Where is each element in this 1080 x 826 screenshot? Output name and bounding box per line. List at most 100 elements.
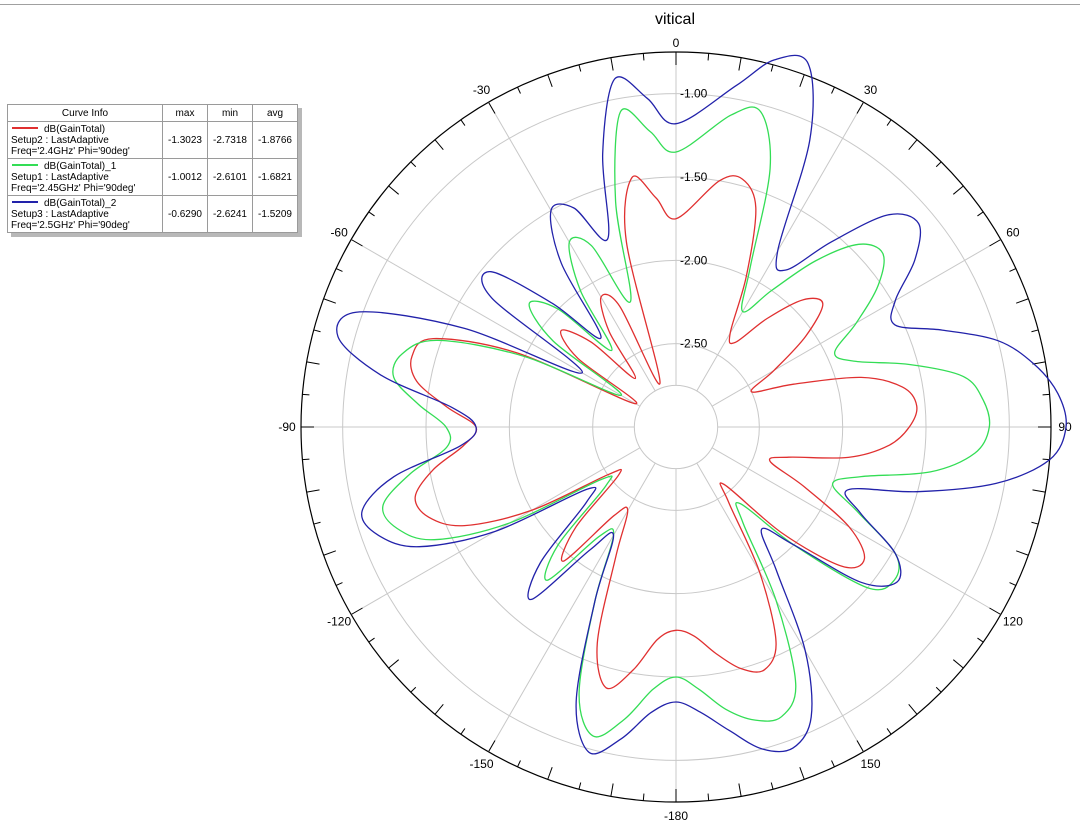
- angle-tick-mark: [770, 782, 774, 790]
- angle-tick-mark: [738, 783, 742, 797]
- angle-tick-mark: [642, 793, 645, 801]
- angle-tick-mark: [856, 740, 864, 753]
- radial-tick-labels: -1.00 -1.50 -2.00 -2.50: [680, 87, 708, 351]
- angle-tick-mark: [610, 783, 614, 797]
- angle-tick-mark: [350, 239, 363, 247]
- legend-header-row: Curve Info max min avg: [7, 104, 298, 122]
- top-border: [0, 4, 1080, 5]
- grid-spoke: [350, 239, 641, 407]
- legend-curve-info: dB(GainTotal) Setup2 : LastAdaptive Freq…: [7, 121, 163, 159]
- angle-tick-mark: [434, 703, 444, 715]
- angle-tick-mark: [335, 268, 343, 272]
- angle-tick-mark: [306, 361, 320, 365]
- angle-tick-mark: [770, 64, 774, 72]
- angle-tick-mark: [952, 185, 964, 195]
- curve-info-legend[interactable]: Curve Info max min avg dB(GainTotal) Set…: [7, 104, 298, 233]
- angle-tick-mark: [1015, 550, 1029, 556]
- legend-series-setup: Setup1 : LastAdaptive: [11, 172, 109, 183]
- radial-tick-label: -1.00: [680, 87, 708, 101]
- angle-tick-label: 90: [1058, 420, 1072, 434]
- angle-tick-mark: [935, 686, 942, 693]
- legend-swatch: [12, 164, 38, 167]
- legend-row[interactable]: dB(GainTotal)_2 Setup3 : LastAdaptive Fr…: [7, 195, 298, 233]
- legend-row[interactable]: dB(GainTotal) Setup2 : LastAdaptive Freq…: [7, 121, 298, 159]
- legend-header-avg: avg: [252, 104, 298, 122]
- legend-swatch: [12, 201, 38, 204]
- legend-header-max: max: [162, 104, 208, 122]
- legend-min-value: -2.6101: [207, 158, 253, 196]
- angle-tick-mark: [547, 74, 553, 88]
- angle-tick-label: -150: [469, 757, 493, 771]
- angle-tick-mark: [977, 211, 984, 217]
- angle-tick-labels: 0 30 60 90 120 150 -180 -150 -120 -90 -60 -30: [278, 36, 1072, 823]
- angle-tick-mark: [488, 740, 496, 753]
- legend-series-freq: Freq='2.5GHz' Phi='90deg': [11, 220, 130, 231]
- angle-tick-mark: [368, 211, 375, 217]
- angle-tick-mark: [302, 393, 310, 396]
- angle-tick-mark: [302, 458, 310, 461]
- angle-tick-mark: [1031, 329, 1039, 333]
- angle-tick-mark: [578, 64, 582, 72]
- angle-tick-mark: [313, 521, 321, 525]
- radial-tick-label: -1.50: [680, 170, 708, 184]
- angle-tick-mark: [335, 582, 343, 586]
- legend-series-freq: Freq='2.4GHz' Phi='90deg': [11, 146, 130, 157]
- angle-tick-mark: [517, 760, 521, 768]
- grid-spoke: [711, 447, 1002, 615]
- angle-tick-mark: [1009, 268, 1017, 272]
- legend-header-min: min: [207, 104, 253, 122]
- angle-tick-label: 0: [673, 36, 680, 50]
- angle-tick-mark: [952, 659, 964, 669]
- angle-tick-mark: [547, 766, 553, 780]
- angle-tick-mark: [306, 489, 320, 493]
- series-curves: [336, 54, 1067, 755]
- legend-row[interactable]: dB(GainTotal)_1 Setup1 : LastAdaptive Fr…: [7, 158, 298, 196]
- angle-tick-label: 150: [860, 757, 880, 771]
- angle-tick-mark: [323, 550, 337, 556]
- grid-spoke: [488, 101, 656, 392]
- angle-tick-mark: [989, 607, 1002, 615]
- angle-tick-mark: [1042, 458, 1050, 461]
- angle-tick-label: -120: [327, 615, 351, 629]
- angle-tick-mark: [1032, 489, 1046, 493]
- angle-tick-mark: [886, 119, 892, 126]
- angle-tick-mark: [738, 57, 742, 71]
- angle-tick-mark: [935, 161, 942, 168]
- angle-tick-mark: [831, 760, 835, 768]
- angle-tick-mark: [388, 185, 400, 195]
- legend-avg-value: -1.6821: [252, 158, 298, 196]
- legend-curve-info: dB(GainTotal)_2 Setup3 : LastAdaptive Fr…: [7, 195, 163, 233]
- grid-spoke: [696, 462, 864, 753]
- series-line-2: [336, 54, 1067, 755]
- legend-series-name: dB(GainTotal)_1: [44, 161, 117, 172]
- angle-tick-label: -30: [473, 83, 491, 97]
- angle-tick-mark: [886, 728, 892, 735]
- legend-curve-info: dB(GainTotal)_1 Setup1 : LastAdaptive Fr…: [7, 158, 163, 196]
- angle-tick-mark: [989, 239, 1002, 247]
- radial-tick-label: -2.50: [680, 337, 708, 351]
- legend-swatch: [12, 127, 38, 130]
- angle-tick-mark: [434, 139, 444, 151]
- legend-series-freq: Freq='2.45GHz' Phi='90deg': [11, 183, 136, 194]
- angle-tick-mark: [368, 637, 375, 643]
- polar-grid: [300, 51, 1052, 803]
- angle-tick-mark: [488, 101, 496, 114]
- angle-tick-mark: [977, 637, 984, 643]
- angle-tick-label: 60: [1006, 226, 1020, 240]
- angle-tick-mark: [908, 139, 918, 151]
- angle-tick-mark: [856, 101, 864, 114]
- angle-tick-mark: [410, 161, 417, 168]
- angle-tick-mark: [460, 119, 466, 126]
- angle-tick-mark: [707, 793, 710, 801]
- angle-tick-mark: [1031, 521, 1039, 525]
- angle-tick-mark: [313, 329, 321, 333]
- angle-tick-mark: [831, 86, 835, 94]
- legend-series-setup: Setup2 : LastAdaptive: [11, 135, 109, 146]
- angle-tick-mark: [610, 57, 614, 71]
- angle-tick-mark: [799, 766, 805, 780]
- angle-tick-mark: [908, 703, 918, 715]
- angle-tick-mark: [410, 686, 417, 693]
- series-line-1: [382, 106, 991, 738]
- legend-max-value: -0.6290: [162, 195, 208, 233]
- angle-tick-label: 30: [864, 83, 878, 97]
